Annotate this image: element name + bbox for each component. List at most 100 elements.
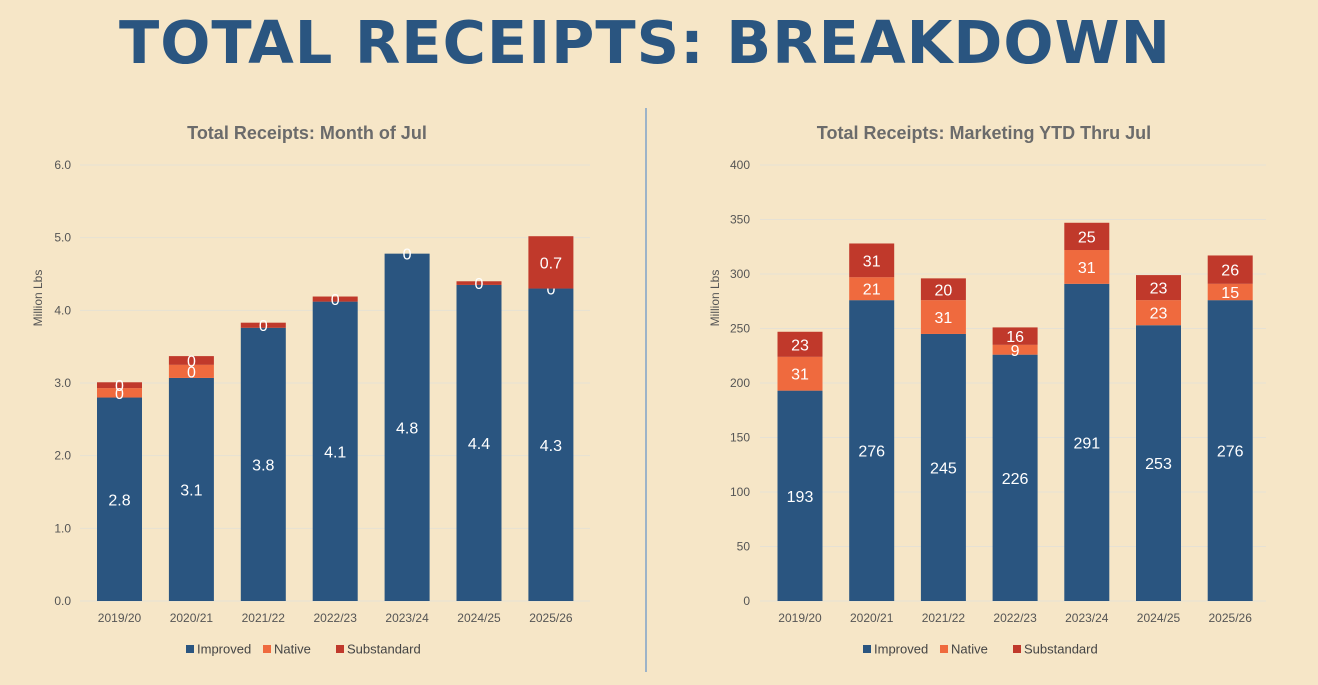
- c1-data-label: 16: [1006, 329, 1024, 346]
- c0-bar-improved-2025-26: [528, 288, 574, 601]
- chart-month-of-jul: Total Receipts: Month of Jul Million Lbs 0…: [0, 0, 645, 685]
- c1-y-tick-label: 50: [737, 540, 751, 554]
- c0-legend-label-substandard: Substandard: [347, 642, 421, 657]
- c0-y-tick-label: 0.0: [54, 594, 71, 608]
- c0-data-label: 0: [187, 353, 196, 370]
- c1-data-label: 31: [791, 367, 809, 384]
- c0-bar-improved-2023-24: [384, 253, 430, 602]
- c1-bar-substandard-2019-20: [777, 331, 823, 357]
- c0-legend-label-native: Native: [274, 642, 311, 657]
- c0-x-tick-label: 2023/24: [385, 611, 429, 625]
- c0-bar-improved-2020-21: [168, 377, 214, 601]
- page-title: TOTAL RECEIPTS: BREAKDOWN: [119, 8, 1171, 77]
- c0-bar-substandard-2019-20: [97, 382, 142, 389]
- c1-bar-substandard-2023-24: [1064, 222, 1110, 251]
- c0-x-tick-label: 2022/23: [314, 611, 358, 625]
- c1-x-tick-label: 2025/26: [1209, 611, 1253, 625]
- c1-data-label: 23: [1150, 306, 1168, 323]
- c0-bar-substandard-2022-23: [312, 296, 358, 302]
- chart-month-of-jul-svg: Total Receipts: Month of Jul Million Lbs 0…: [31, 123, 590, 657]
- c0-bar-substandard-2024-25: [456, 281, 502, 285]
- c0-data-label: 0: [546, 282, 555, 299]
- c1-bar-improved-2022-23: [992, 354, 1038, 601]
- c0-bar-substandard-2021-22: [240, 322, 286, 328]
- c1-legend-label-improved: Improved: [874, 642, 928, 657]
- chart-marketing-ytd: Total Receipts: Marketing YTD Thru Jul Mi…: [660, 0, 1300, 685]
- c0-data-label: 4.1: [324, 444, 346, 461]
- c0-data-label: 0: [403, 247, 412, 264]
- c1-data-label: 31: [935, 310, 953, 327]
- c1-y-tick-label: 250: [730, 322, 750, 336]
- c0-legend-label-improved: Improved: [197, 642, 251, 657]
- c0-bar-substandard-2020-21: [168, 356, 214, 365]
- c0-y-axis-label: Million Lbs: [31, 270, 45, 327]
- c1-bar-substandard-2021-22: [920, 278, 966, 301]
- c0-legend-swatch-substandard: [336, 645, 344, 653]
- c1-bar-native-2024-25: [1136, 300, 1181, 326]
- c0-data-label: 2.8: [108, 492, 130, 509]
- c1-data-label: 193: [787, 489, 814, 506]
- c1-y-tick-label: 150: [730, 431, 750, 445]
- c0-y-tick-label: 2.0: [54, 449, 71, 463]
- c0-x-tick-label: 2024/25: [457, 611, 501, 625]
- c1-x-tick-label: 2022/23: [993, 611, 1037, 625]
- c1-data-label: 26: [1221, 263, 1239, 280]
- c1-y-tick-label: 400: [730, 158, 750, 172]
- c0-x-tick-label: 2020/21: [170, 611, 214, 625]
- c0-y-tick-label: 6.0: [54, 158, 71, 172]
- c1-data-label: 20: [935, 282, 953, 299]
- c0-data-label: 0: [259, 318, 268, 335]
- c1-bar-native-2020-21: [849, 277, 895, 301]
- c0-y-tick-label: 3.0: [54, 376, 71, 390]
- c1-bar-substandard-2022-23: [992, 327, 1038, 345]
- c0-y-tick-label: 4.0: [54, 303, 71, 317]
- c1-bar-native-2019-20: [777, 356, 823, 391]
- c0-data-label: 0: [331, 292, 340, 309]
- chart-marketing-ytd-svg: Total Receipts: Marketing YTD Thru Jul Mi…: [708, 123, 1266, 657]
- c1-data-label: 253: [1145, 456, 1172, 473]
- c1-data-label: 276: [858, 444, 885, 461]
- c0-bar-improved-2021-22: [240, 327, 286, 601]
- c1-y-tick-label: 0: [743, 594, 750, 608]
- c1-data-label: 276: [1217, 444, 1244, 461]
- c0-bar-native-2019-20: [97, 388, 142, 398]
- c1-x-tick-label: 2024/25: [1137, 611, 1181, 625]
- c0-bar-native-2020-21: [168, 364, 214, 378]
- c1-data-label: 31: [1078, 260, 1096, 277]
- c1-legend-label-substandard: Substandard: [1024, 642, 1098, 657]
- c1-data-label: 245: [930, 460, 957, 477]
- c1-x-tick-label: 2020/21: [850, 611, 894, 625]
- c1-bar-native-2022-23: [992, 344, 1038, 355]
- c1-bar-substandard-2020-21: [849, 243, 895, 278]
- c1-x-tick-label: 2019/20: [778, 611, 822, 625]
- c1-y-tick-label: 200: [730, 376, 750, 390]
- c0-data-label: 0: [115, 378, 124, 395]
- c0-data-label: 4.3: [540, 438, 562, 455]
- c1-data-label: 21: [863, 282, 881, 299]
- c1-x-tick-label: 2023/24: [1065, 611, 1109, 625]
- c1-bar-native-2025-26: [1207, 283, 1253, 301]
- c0-data-label: 0: [475, 276, 484, 293]
- c0-bar-improved-2022-23: [312, 301, 358, 601]
- c1-legend-swatch-substandard: [1013, 645, 1021, 653]
- c0-data-label: 0: [187, 364, 196, 381]
- c1-data-label: 15: [1221, 285, 1239, 302]
- c1-bar-improved-2023-24: [1064, 283, 1110, 601]
- c1-data-label: 23: [1150, 281, 1168, 298]
- c1-bar-improved-2019-20: [777, 390, 823, 601]
- c1-x-tick-label: 2021/22: [922, 611, 966, 625]
- c0-legend-swatch-native: [263, 645, 271, 653]
- panel-divider: [645, 108, 647, 672]
- c1-chart-title: Total Receipts: Marketing YTD Thru Jul: [817, 123, 1151, 143]
- c1-data-label: 291: [1073, 435, 1100, 452]
- c0-y-tick-label: 5.0: [54, 231, 71, 245]
- c1-data-label: 23: [791, 337, 809, 354]
- c0-bar-improved-2019-20: [97, 397, 142, 601]
- c0-bar-substandard-2025-26: [528, 236, 574, 289]
- c1-y-tick-label: 350: [730, 213, 750, 227]
- c1-data-label: 25: [1078, 229, 1096, 246]
- c1-data-label: 9: [1011, 343, 1020, 360]
- c0-x-tick-label: 2019/20: [98, 611, 142, 625]
- c1-legend-label-native: Native: [951, 642, 988, 657]
- c1-bar-native-2023-24: [1064, 250, 1110, 284]
